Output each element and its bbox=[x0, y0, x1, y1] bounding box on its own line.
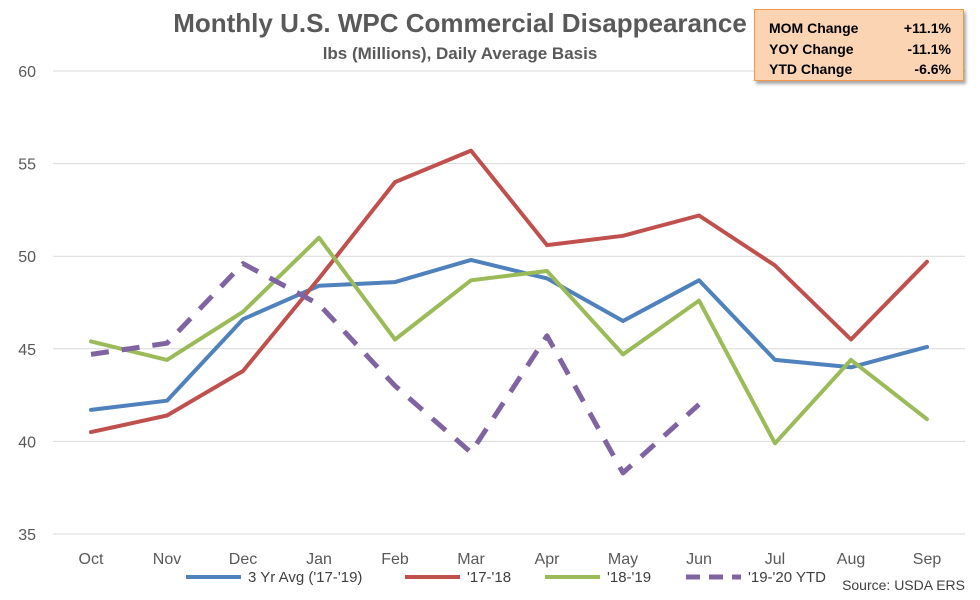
chart-subtitle: lbs (Millions), Daily Average Basis bbox=[323, 44, 598, 63]
legend-label: '19-'20 YTD bbox=[748, 569, 826, 586]
x-tick-label: Feb bbox=[381, 551, 409, 568]
stats-box: MOM Change +11.1% YOY Change -11.1% YTD … bbox=[754, 9, 964, 81]
stat-label: MOM Change bbox=[769, 20, 859, 36]
stat-label: YOY Change bbox=[769, 40, 854, 57]
y-tick-label: 55 bbox=[18, 157, 36, 174]
gridlines bbox=[53, 70, 965, 535]
x-tick-label: Apr bbox=[535, 551, 561, 568]
legend: 3 Yr Avg ('17-'19) '17-'18 '18-'19 '19-'20 … bbox=[186, 569, 826, 586]
x-tick-label: Mar bbox=[457, 551, 485, 568]
series-line bbox=[89, 148, 929, 435]
stat-value: -6.6% bbox=[914, 61, 951, 77]
stat-value: +11.1% bbox=[903, 20, 951, 36]
stat-row-ytd: YTD Change -6.6% bbox=[769, 59, 951, 80]
series-line bbox=[90, 261, 701, 476]
y-axis-ticks: 35 40 45 50 55 60 bbox=[18, 64, 36, 544]
legend-label: '18-'19 bbox=[607, 569, 651, 586]
stat-row-mom: MOM Change +11.1% bbox=[769, 18, 951, 39]
y-tick-label: 60 bbox=[18, 64, 36, 81]
legend-label: '17-'18 bbox=[467, 569, 511, 586]
legend-label: 3 Yr Avg ('17-'19) bbox=[248, 569, 362, 586]
chart-title: Monthly U.S. WPC Commercial Disappearanc… bbox=[173, 8, 747, 38]
y-tick-label: 50 bbox=[18, 249, 36, 266]
x-tick-label: Jun bbox=[686, 551, 712, 568]
x-tick-label: Sep bbox=[913, 551, 942, 568]
y-tick-label: 45 bbox=[18, 342, 36, 359]
stat-value: -11.1% bbox=[907, 40, 951, 57]
stat-row-yoy: YOY Change -11.1% bbox=[769, 39, 951, 60]
source-note: Source: USDA ERS bbox=[842, 577, 965, 593]
x-tick-label: Jul bbox=[765, 551, 785, 568]
x-tick-label: May bbox=[608, 551, 638, 568]
series-lines bbox=[89, 148, 929, 476]
x-axis-ticks: Oct Nov Dec Jan Feb Mar Apr May Jun Jul Aug Sep bbox=[79, 551, 942, 568]
x-tick-label: Aug bbox=[837, 551, 865, 568]
x-tick-label: Jan bbox=[306, 551, 332, 568]
x-tick-label: Dec bbox=[229, 551, 257, 568]
stat-label: YTD Change bbox=[769, 61, 853, 77]
y-tick-label: 40 bbox=[18, 434, 36, 451]
x-tick-label: Oct bbox=[79, 551, 104, 568]
x-tick-label: Nov bbox=[153, 551, 181, 568]
y-tick-label: 35 bbox=[18, 527, 36, 544]
series-line bbox=[89, 257, 929, 412]
series-line bbox=[89, 235, 929, 446]
